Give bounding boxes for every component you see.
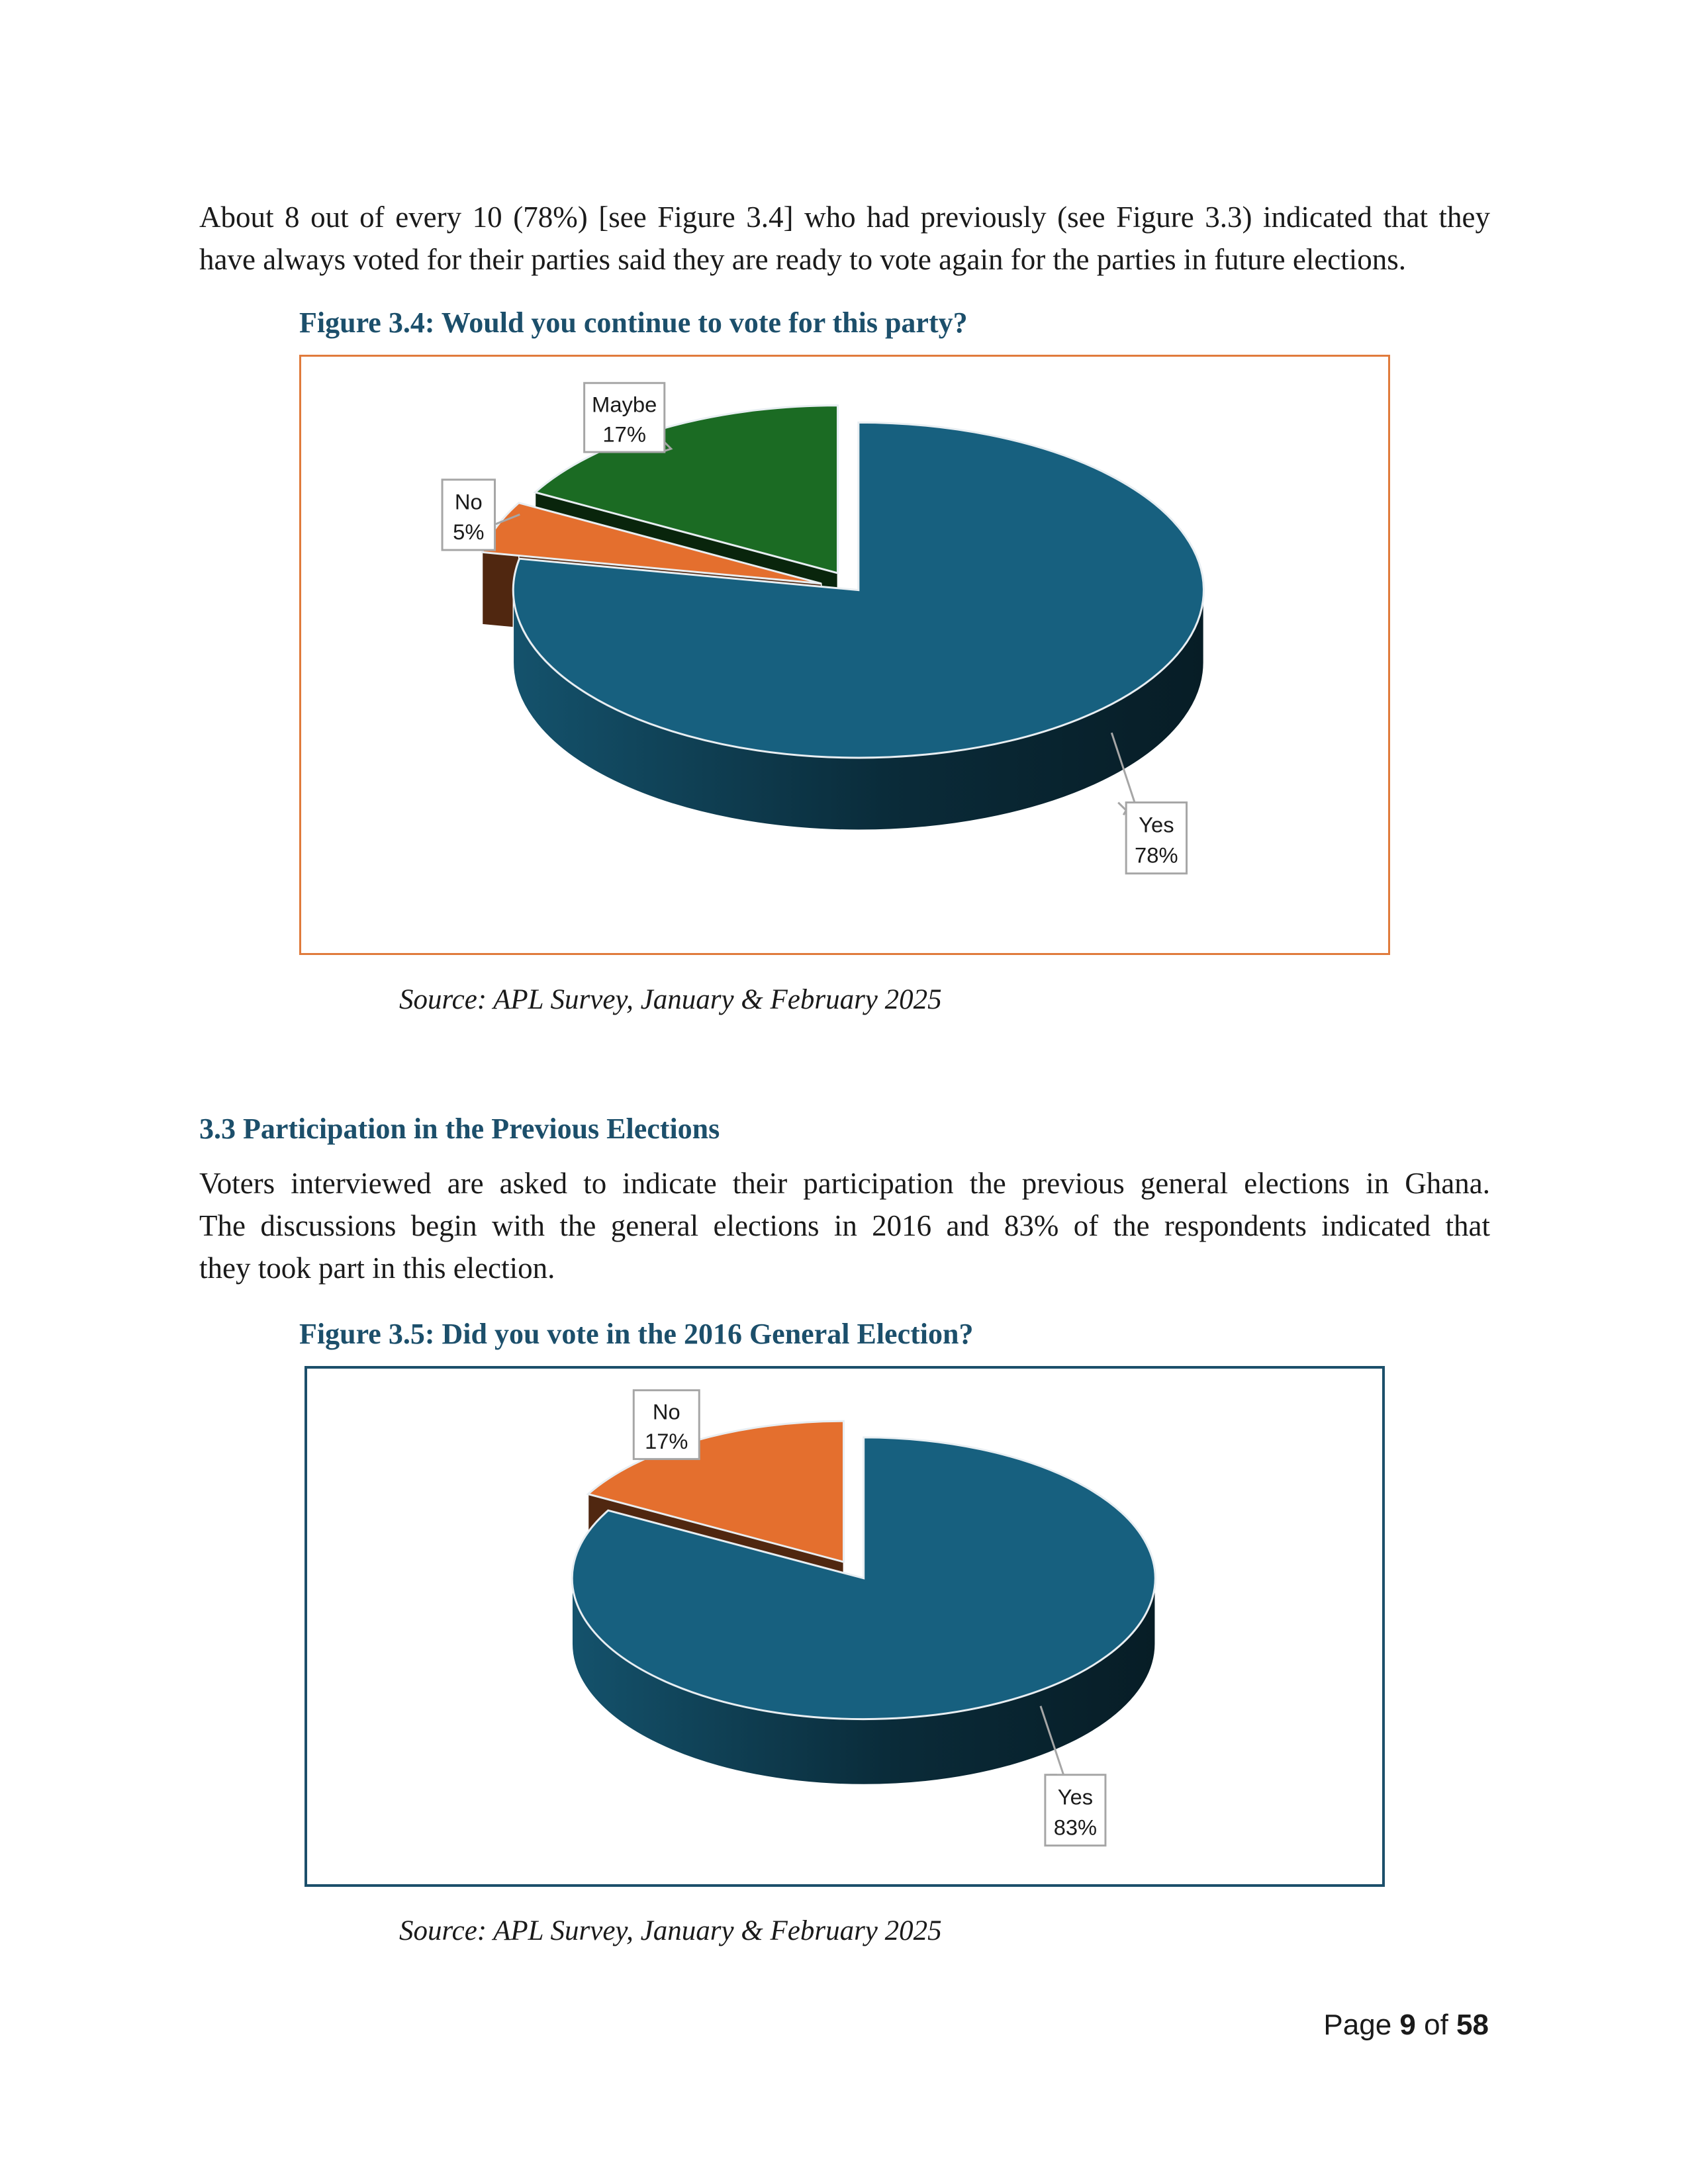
svg-text:No: No [653,1399,680,1424]
fig34-label-maybe: Maybe 17% [583,382,673,453]
figure-3-4-pie-svg: Maybe 17% No 5% Yes 78% [441,382,1205,875]
fig35-label-no: No 17% [632,1389,700,1461]
section-line: they took part in this election. [199,1251,555,1285]
section-line: The discussions begin with the general e… [199,1209,1490,1242]
svg-text:83%: 83% [1054,1815,1097,1840]
svg-text:Yes: Yes [1139,813,1174,837]
figure-3-4-title: Figure 3.4: Would you continue to vote f… [299,306,968,339]
page-footer: Page 9 of 58 [1323,2009,1489,2042]
intro-line: have always voted for their parties said… [199,243,1407,276]
figure-3-5-pie-svg: No 17% Yes 83% [571,1389,1156,1847]
figure-3-5-source: Source: APL Survey, January & February 2… [399,1915,942,1946]
svg-text:Maybe: Maybe [592,392,657,417]
svg-text:17%: 17% [645,1429,688,1453]
fig34-label-no: No 5% [441,478,520,551]
svg-text:17%: 17% [602,422,646,446]
section-3-3-heading: 3.3 Participation in the Previous Electi… [199,1113,720,1145]
fig35-slice-yes [571,1436,1156,1786]
figure-3-4-source: Source: APL Survey, January & February 2… [399,984,942,1015]
svg-text:No: No [455,489,483,514]
figure-3-4-chart: Maybe 17% No 5% Yes 78% [299,355,1390,955]
svg-text:5%: 5% [453,520,484,544]
section-3-3-paragraph: Voters interviewed are asked to indicate… [199,1162,1490,1289]
svg-text:78%: 78% [1135,843,1178,868]
section-line: Voters interviewed are asked to indicate… [199,1167,1490,1200]
footer-page-number: 9 [1399,2009,1416,2041]
figure-3-5-title: Figure 3.5: Did you vote in the 2016 Gen… [299,1318,974,1350]
svg-text:Yes: Yes [1058,1785,1093,1809]
figure-3-5-chart: No 17% Yes 83% [305,1366,1385,1887]
footer-total-pages: 58 [1456,2009,1489,2041]
footer-prefix: Page [1323,2009,1400,2041]
intro-line: About 8 out of every 10 (78%) [see Figur… [199,201,1490,234]
fig34-slice-yes [512,421,1205,831]
fig34-label-yes: Yes 78% [1117,801,1188,875]
intro-paragraph: About 8 out of every 10 (78%) [see Figur… [199,196,1490,281]
fig35-label-yes: Yes 83% [1044,1774,1107,1847]
footer-separator: of [1415,2009,1457,2041]
